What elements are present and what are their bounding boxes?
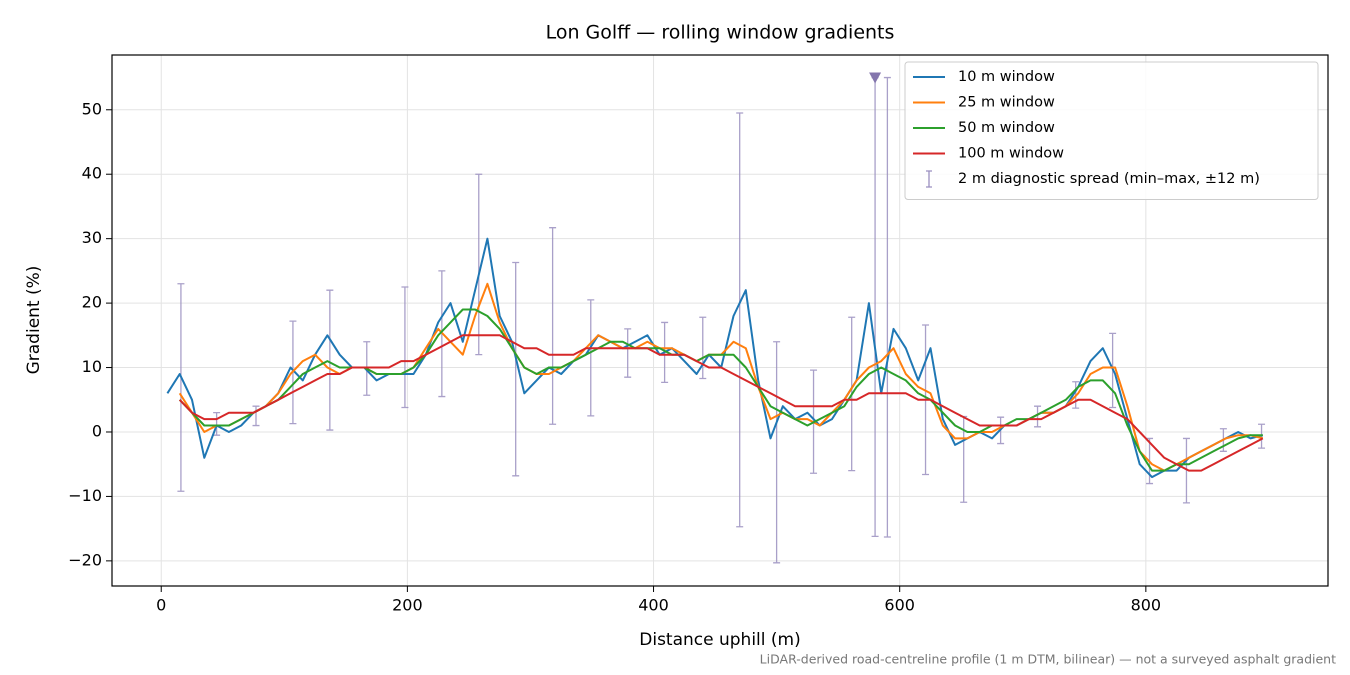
error-bar bbox=[773, 341, 781, 564]
error-bar bbox=[1034, 405, 1042, 428]
error-bar bbox=[401, 286, 409, 409]
x-tick-label: 600 bbox=[884, 596, 915, 615]
series-line bbox=[178, 334, 1264, 472]
error-bar bbox=[475, 173, 483, 356]
y-tick-label: 10 bbox=[82, 357, 102, 376]
y-tick-label: 0 bbox=[92, 421, 102, 440]
legend-label: 10 m window bbox=[958, 69, 1055, 85]
legend: 10 m window 25 m window 50 m window 100 m w… bbox=[904, 61, 1319, 200]
legend-box bbox=[904, 61, 1319, 200]
error-bar bbox=[326, 289, 334, 431]
x-tick-label: 0 bbox=[156, 596, 166, 615]
error-bar bbox=[1182, 437, 1190, 504]
error-bar bbox=[177, 283, 185, 492]
plot-area bbox=[166, 72, 1266, 564]
y-tick-label: −10 bbox=[68, 486, 102, 505]
x-tick-label: 200 bbox=[392, 596, 423, 615]
error-bar bbox=[624, 328, 632, 378]
legend-swatch bbox=[926, 170, 932, 188]
error-bar bbox=[699, 316, 707, 380]
clip-flag bbox=[869, 72, 882, 84]
error-bar bbox=[512, 261, 520, 477]
x-axis-label: Distance uphill (m) bbox=[639, 630, 800, 650]
error-bar bbox=[213, 412, 221, 436]
plot-frame bbox=[111, 54, 1329, 587]
error-bar bbox=[549, 227, 557, 425]
y-tick-label: 30 bbox=[82, 228, 102, 247]
y-axis-label: Gradient (%) bbox=[24, 266, 44, 375]
legend-label: 25 m window bbox=[958, 95, 1055, 111]
x-tick-label: 400 bbox=[638, 596, 669, 615]
legend-label: 100 m window bbox=[958, 146, 1064, 162]
series-line bbox=[166, 237, 1264, 479]
x-tick-label: 800 bbox=[1131, 596, 1162, 615]
legend-label: 2 m diagnostic spread (min–max, ±12 m) bbox=[958, 171, 1260, 187]
error-bar bbox=[883, 76, 891, 538]
error-bar bbox=[587, 299, 595, 417]
error-bar bbox=[252, 405, 260, 427]
y-tick-label: 40 bbox=[82, 164, 102, 183]
error-bar bbox=[736, 112, 744, 528]
y-tick-label: 50 bbox=[82, 99, 102, 118]
y-tick-label: −20 bbox=[68, 550, 102, 569]
footnote: LiDAR-derived road-centreline profile (1… bbox=[760, 652, 1336, 667]
legend-label: 50 m window bbox=[958, 120, 1055, 136]
y-tick-label: 20 bbox=[82, 293, 102, 312]
chart-title: Lon Golff — rolling window gradients bbox=[546, 22, 895, 44]
